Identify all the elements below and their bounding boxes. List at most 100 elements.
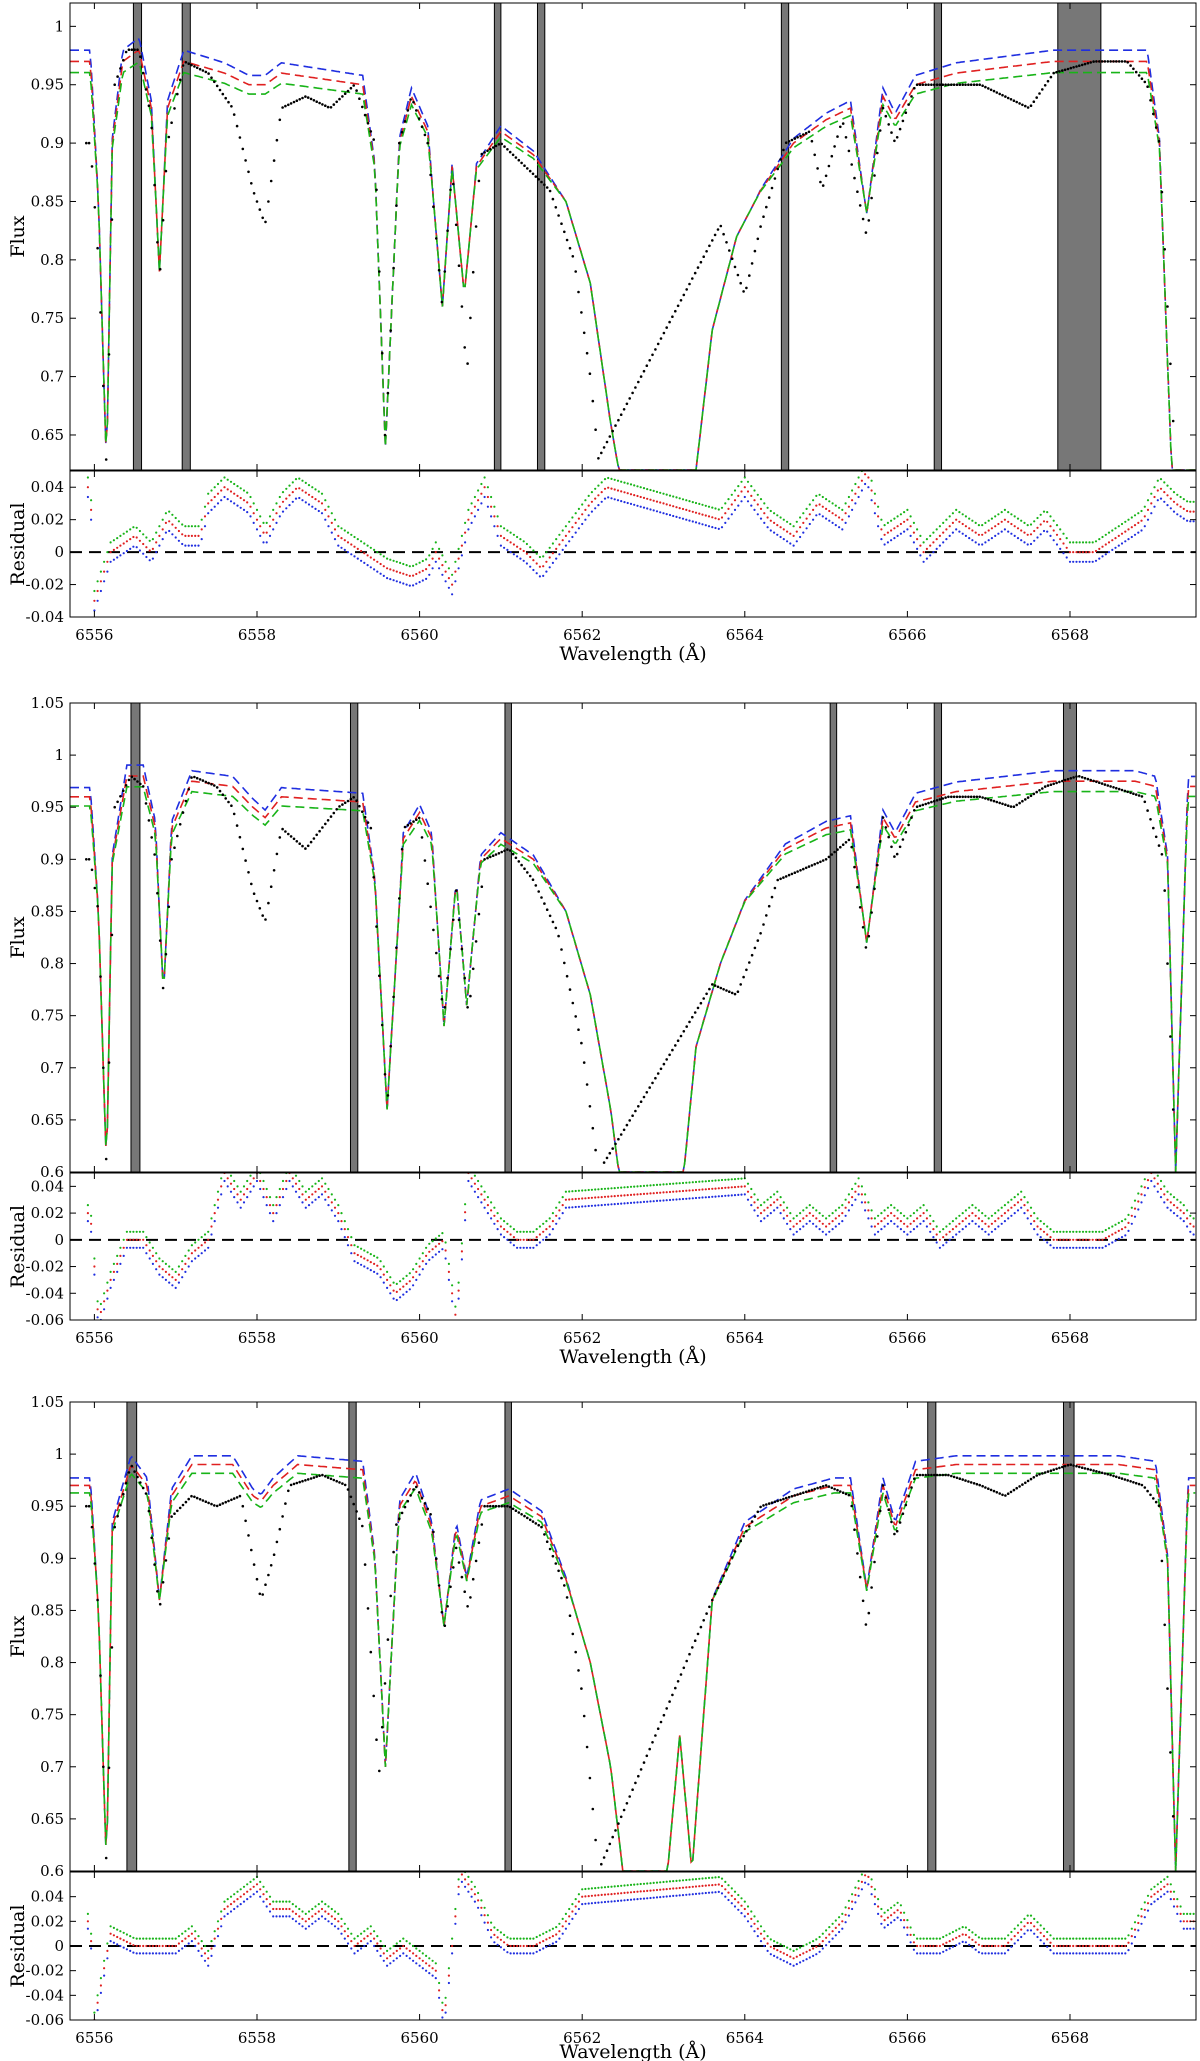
residual-point	[720, 516, 724, 519]
residual-point	[857, 1894, 860, 1897]
residual-point	[382, 1273, 385, 1276]
residual-point	[168, 529, 171, 533]
residual-point	[629, 483, 633, 486]
residual-point	[655, 1191, 659, 1194]
residual-point	[324, 1903, 327, 1906]
residual-point	[750, 1196, 753, 1199]
residual-point	[912, 541, 916, 544]
residual-point	[132, 545, 135, 548]
residual-point	[1182, 1920, 1185, 1923]
residual-point	[86, 486, 89, 489]
residual-point	[233, 482, 236, 486]
residual-point	[1078, 1230, 1081, 1233]
residual-point	[525, 1937, 529, 1940]
residual-point	[412, 1952, 415, 1955]
observed-series	[85, 48, 1175, 461]
residual-point	[1111, 1952, 1114, 1955]
residual-point	[1003, 1944, 1007, 1948]
residual-point	[711, 516, 714, 519]
residual-point	[216, 482, 220, 486]
observed-point	[284, 830, 287, 833]
residual-point	[307, 1204, 311, 1207]
residual-point	[821, 495, 824, 499]
observed-point	[173, 846, 176, 849]
residual-point	[750, 485, 753, 488]
flux-y-tick-label: 0.85	[31, 1601, 64, 1619]
residual-point	[337, 525, 340, 528]
residual-point	[431, 567, 434, 570]
observed-point	[765, 914, 768, 917]
residual-point	[883, 1919, 886, 1922]
residual-point	[1033, 520, 1036, 523]
observed-point	[235, 1496, 239, 1499]
residual-point	[405, 564, 408, 567]
residual-point	[148, 1241, 151, 1244]
residual-point	[594, 1196, 597, 1199]
residual-point	[555, 1933, 558, 1936]
observed-point	[122, 789, 125, 793]
observed-point	[617, 1822, 620, 1825]
flux-y-tick-label: 1	[54, 746, 64, 764]
residual-point	[177, 539, 180, 542]
observed-point	[941, 1473, 945, 1477]
residual-point	[106, 1281, 109, 1284]
residual-point	[1146, 1179, 1150, 1182]
residual-point	[451, 593, 454, 596]
residual-point	[581, 1205, 584, 1208]
residual-point	[1117, 534, 1120, 538]
observed-point	[665, 1707, 668, 1710]
observed-point	[471, 270, 475, 274]
flux-plot-area	[70, 3, 1196, 470]
residual-point	[971, 1204, 974, 1207]
residual-point	[538, 1934, 542, 1937]
residual-series-blue	[86, 482, 1195, 612]
residual-point	[1186, 1225, 1189, 1228]
residual-point	[942, 531, 945, 534]
observed-point	[130, 775, 134, 778]
residual-point	[132, 1951, 135, 1954]
observed-point	[389, 329, 393, 332]
observed-point	[1143, 800, 1147, 804]
observed-point	[864, 946, 868, 949]
observed-point	[622, 1128, 626, 1132]
observed-point	[93, 1562, 97, 1565]
residual-point	[711, 1187, 714, 1190]
residual-point	[568, 540, 571, 543]
residual-point	[291, 491, 294, 494]
observed-point	[409, 98, 412, 101]
residual-point	[766, 526, 769, 529]
residual-point	[1029, 1214, 1033, 1217]
observed-point	[548, 914, 552, 918]
residual-point	[155, 1268, 158, 1271]
residual-point	[444, 1249, 447, 1252]
residual-point	[616, 1892, 620, 1895]
residual-point	[870, 1878, 873, 1881]
residual-point	[509, 541, 512, 544]
residual-point	[200, 1947, 203, 1950]
observed-point	[392, 995, 395, 999]
residual-point	[659, 1183, 662, 1186]
observed-point	[904, 1503, 908, 1507]
residual-point	[483, 1906, 486, 1909]
residual-point	[782, 1201, 785, 1204]
residual-point	[961, 532, 964, 535]
residual-point	[1016, 1931, 1020, 1934]
residual-point	[356, 1261, 359, 1265]
residual-point	[366, 1251, 369, 1254]
observed-point	[417, 1491, 421, 1494]
residual-point	[1007, 1201, 1010, 1204]
observed-point	[1015, 1486, 1018, 1490]
observed-point	[124, 1482, 128, 1485]
observed-point	[178, 823, 182, 826]
residual-point	[545, 1945, 548, 1948]
residual-point	[597, 504, 600, 507]
residual-point	[399, 1280, 402, 1283]
residual-point	[421, 1268, 424, 1271]
residual-point	[555, 1206, 558, 1209]
residual-point	[366, 1935, 369, 1938]
observed-point	[893, 855, 896, 858]
observed-point	[210, 783, 213, 786]
residual-point	[600, 500, 603, 503]
residual-point	[132, 526, 135, 529]
